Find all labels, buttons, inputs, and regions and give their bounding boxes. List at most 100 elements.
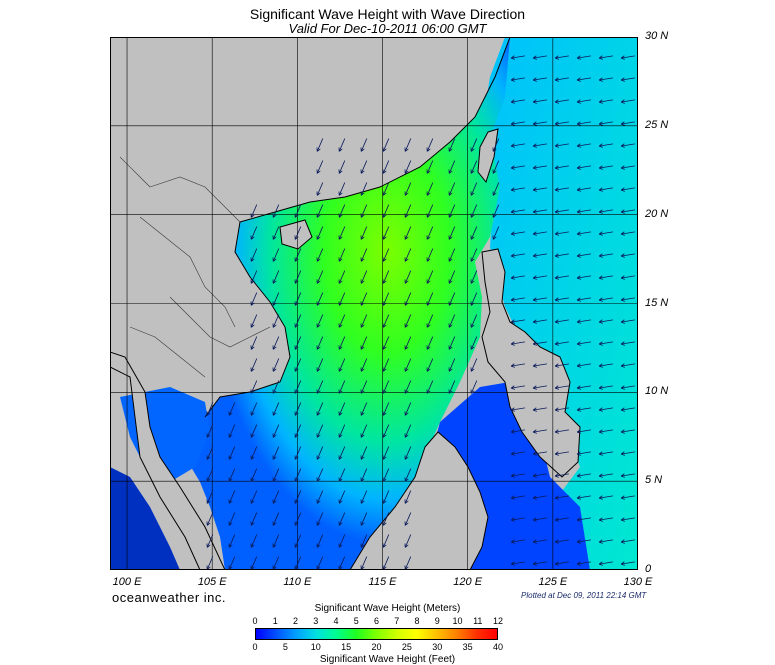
wave-arrow <box>620 363 635 368</box>
longitude-label: 110 E <box>283 576 312 588</box>
wave-arrow <box>272 270 280 284</box>
wave-arrow <box>316 226 324 240</box>
wave-arrow <box>250 380 258 394</box>
wave-arrow <box>532 121 547 126</box>
wave-arrow <box>206 512 214 526</box>
wave-arrow <box>404 336 412 350</box>
wave-arrow <box>228 446 236 460</box>
wave-arrow <box>554 143 569 148</box>
wave-arrow <box>382 380 390 394</box>
wave-arrow <box>316 402 324 416</box>
wave-arrow <box>554 407 569 412</box>
wave-arrow <box>228 490 236 504</box>
wave-arrow <box>426 380 434 394</box>
wave-arrow <box>382 248 390 262</box>
wave-arrow <box>510 473 525 478</box>
wave-arrow <box>338 314 346 328</box>
wave-arrow <box>598 99 613 104</box>
wave-arrow <box>338 226 346 240</box>
brand-logo: oceanweather inc. <box>112 590 227 605</box>
wave-arrow <box>598 561 613 566</box>
wave-arrow <box>576 187 591 192</box>
wave-arrow <box>250 292 258 306</box>
wave-arrow <box>576 143 591 148</box>
wave-arrow <box>470 270 478 284</box>
longitude-label: 115 E <box>368 576 397 588</box>
wave-arrow <box>228 512 236 526</box>
colorbar <box>255 628 498 640</box>
wave-arrow <box>294 556 302 570</box>
wave-arrow <box>576 451 591 456</box>
wave-arrow <box>426 270 434 284</box>
wave-arrow <box>620 451 635 456</box>
wave-arrow <box>532 187 547 192</box>
wave-arrow <box>510 495 525 500</box>
wave-arrow <box>510 407 525 412</box>
wave-arrow <box>360 160 368 174</box>
wave-arrow <box>404 182 412 196</box>
wave-arrow <box>510 187 525 192</box>
colorbar-feet-tick: 25 <box>401 642 412 652</box>
wave-arrow <box>250 248 258 262</box>
wave-arrow <box>316 204 324 218</box>
wave-arrow <box>492 138 500 152</box>
wave-arrow <box>382 314 390 328</box>
wave-arrow <box>360 534 368 548</box>
wave-arrow <box>404 358 412 372</box>
wave-arrow <box>360 270 368 284</box>
wave-arrow <box>294 270 302 284</box>
wave-arrow <box>250 204 258 218</box>
colorbar-meters-tick: 6 <box>373 616 380 626</box>
colorbar-meters-tick: 10 <box>452 616 463 626</box>
colorbar-meters-tick: 7 <box>394 616 400 626</box>
wave-arrow <box>448 314 456 328</box>
wave-arrow <box>360 182 368 196</box>
wave-arrow <box>382 204 390 218</box>
wave-arrow <box>360 424 368 438</box>
wave-arrow <box>554 253 569 258</box>
wave-arrow <box>426 292 434 306</box>
wave-arrow <box>598 473 613 478</box>
wave-arrow <box>338 534 346 548</box>
wave-arrow <box>576 407 591 412</box>
wave-arrow <box>250 314 258 328</box>
wave-arrow <box>382 138 390 152</box>
wave-arrow <box>250 446 258 460</box>
wave-arrow <box>272 534 280 548</box>
wave-arrow <box>576 495 591 500</box>
wave-arrow <box>576 473 591 478</box>
longitude-label: 125 E <box>538 576 568 588</box>
wave-arrow <box>228 424 236 438</box>
wave-arrow <box>510 209 525 214</box>
wave-arrow <box>272 468 280 482</box>
wave-arrow <box>338 204 346 218</box>
wave-arrow <box>404 160 412 174</box>
wave-arrow <box>316 138 324 152</box>
wave-arrow <box>404 270 412 284</box>
wave-arrow <box>576 165 591 170</box>
wave-arrow <box>576 517 591 522</box>
andaman-sea <box>110 467 180 570</box>
wave-arrow <box>598 341 613 346</box>
wave-arrow <box>382 336 390 350</box>
wave-arrow <box>598 275 613 280</box>
wave-arrow <box>404 402 412 416</box>
wave-arrow <box>532 539 547 544</box>
wave-arrow <box>448 292 456 306</box>
wave-arrow <box>206 402 214 416</box>
wave-arrow <box>250 556 258 570</box>
wave-arrow <box>404 292 412 306</box>
wave-arrow <box>532 561 547 566</box>
wave-arrow <box>598 363 613 368</box>
borneo <box>349 431 489 570</box>
wave-arrow <box>554 187 569 192</box>
wave-arrow <box>338 292 346 306</box>
wave-arrow <box>532 363 547 368</box>
wave-arrow <box>316 270 324 284</box>
wave-arrow <box>532 77 547 82</box>
wave-arrow <box>338 512 346 526</box>
wave-arrow <box>448 138 456 152</box>
wave-arrow <box>510 275 525 280</box>
wave-arrow <box>228 534 236 548</box>
wave-arrow <box>338 270 346 284</box>
